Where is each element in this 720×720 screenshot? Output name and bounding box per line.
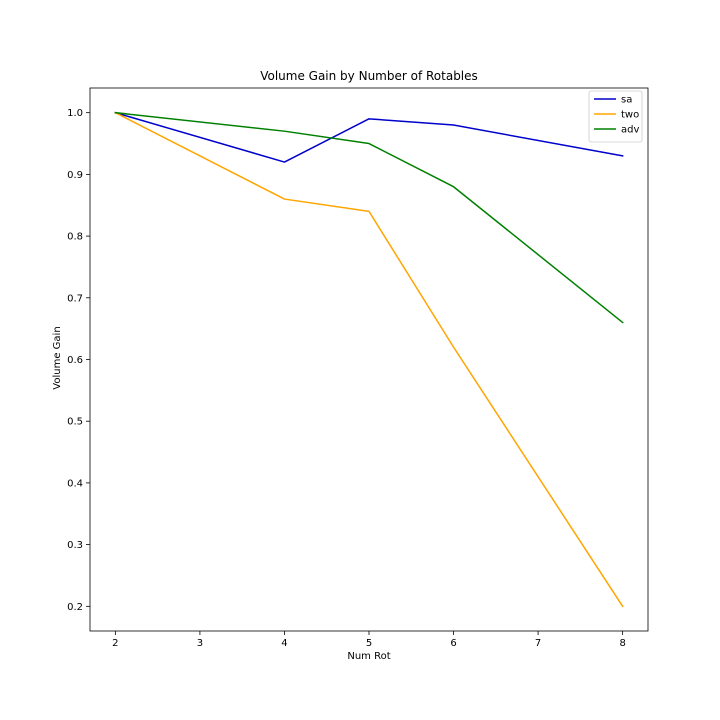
y-tick-label: 0.4 <box>67 478 83 489</box>
y-tick-label: 0.2 <box>67 602 83 613</box>
chart-title: Volume Gain by Number of Rotables <box>260 69 478 83</box>
y-tick-label: 0.9 <box>67 170 83 181</box>
y-tick-label: 1.0 <box>67 108 83 119</box>
x-tick-label: 5 <box>366 638 372 649</box>
y-axis-label: Volume Gain <box>52 326 63 389</box>
legend-label-two: two <box>621 110 639 121</box>
series-line-adv <box>114 111 624 324</box>
x-tick-label: 7 <box>535 638 541 649</box>
x-tick-label: 2 <box>112 638 118 649</box>
series-line-two <box>114 111 624 608</box>
legend-label-sa: sa <box>621 95 632 106</box>
series-line-sa <box>114 111 624 163</box>
legend: sa two adv <box>588 90 643 143</box>
y-tick-label: 0.3 <box>67 540 83 551</box>
y-tick-label: 0.5 <box>67 417 83 428</box>
x-tick-label: 4 <box>281 638 287 649</box>
y-tick-label: 0.8 <box>67 232 83 243</box>
y-tick-label: 0.7 <box>67 293 83 304</box>
y-tick-label: 0.6 <box>67 355 83 366</box>
x-axis-label: Num Rot <box>347 651 390 662</box>
x-tick-label: 3 <box>197 638 203 649</box>
x-tick-label: 8 <box>619 638 625 649</box>
x-tick-label: 6 <box>450 638 456 649</box>
legend-label-adv: adv <box>621 125 639 136</box>
plot-area: 2 3 4 5 6 7 8 0.2 0.3 0.4 0.5 0.6 0.7 0.8 0.9 1.0 <box>67 87 649 649</box>
